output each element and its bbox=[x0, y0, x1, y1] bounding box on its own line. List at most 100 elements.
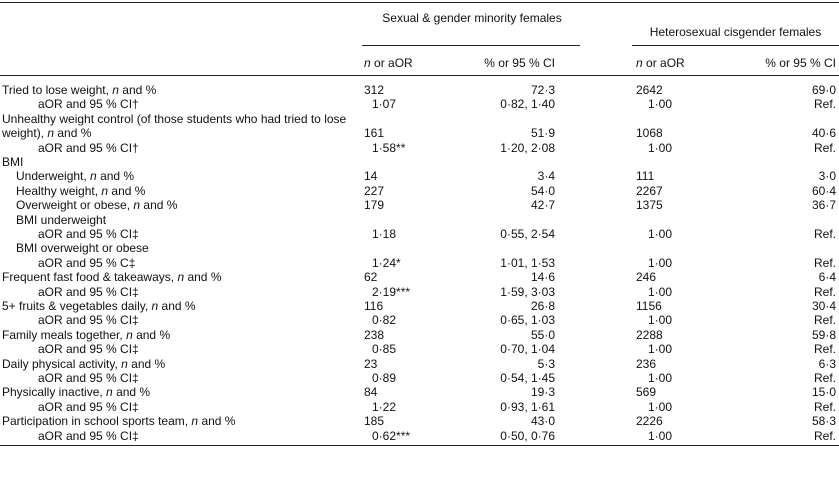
group-rule bbox=[362, 45, 580, 46]
table-cell: 116 bbox=[364, 299, 384, 313]
table-cell: 1·18 bbox=[372, 227, 397, 241]
aor-label: aOR and 95 % CI‡ bbox=[38, 284, 139, 299]
header-rule bbox=[0, 75, 839, 76]
table-cell: 62 bbox=[364, 270, 378, 285]
table-cell: 2226 bbox=[636, 414, 663, 429]
table-cell: 312 bbox=[364, 83, 385, 97]
table-cell: 1·00 bbox=[647, 313, 672, 328]
table-cell: 0·85 bbox=[372, 342, 397, 357]
table-cell: 5·3 bbox=[537, 356, 555, 371]
row-label: Daily physical activity, n and % bbox=[2, 356, 166, 371]
row-label: 5+ fruits & vegetables daily, n and % bbox=[2, 299, 196, 313]
table-cell: 54·0 bbox=[530, 183, 555, 198]
table-cell: 236 bbox=[636, 356, 657, 371]
table-cell: 246 bbox=[636, 270, 657, 285]
table-cell: 40·6 bbox=[811, 126, 836, 141]
table-cell: 1068 bbox=[636, 126, 663, 141]
table-cell: Ref. bbox=[813, 255, 836, 270]
table-cell: 59·8 bbox=[811, 327, 836, 342]
table-cell: 14 bbox=[364, 169, 378, 184]
table-cell: 43·0 bbox=[530, 414, 555, 429]
table-cell: 23 bbox=[364, 356, 378, 371]
table-cell: 42·7 bbox=[530, 198, 555, 213]
table-cell: 14·6 bbox=[530, 270, 555, 285]
table-cell: 2267 bbox=[636, 183, 663, 198]
column-header: % or 95 % CI bbox=[765, 56, 836, 70]
table-cell: 1·00 bbox=[647, 97, 672, 112]
table-cell: 0·93, 1·61 bbox=[500, 399, 555, 414]
table-cell: 0·70, 1·04 bbox=[500, 342, 555, 357]
table-cell: 1·01, 1·53 bbox=[500, 255, 555, 270]
table-cell: 3·0 bbox=[818, 169, 836, 184]
table-cell: 6·3 bbox=[818, 356, 836, 371]
table-cell: 84 bbox=[364, 385, 378, 400]
table-cell: Ref. bbox=[813, 97, 836, 112]
column-header: % or 95 % CI bbox=[484, 56, 555, 70]
aor-label: aOR and 95 % CI‡ bbox=[38, 227, 139, 241]
table-cell: 1·00 bbox=[647, 371, 672, 385]
table-cell: 1·58** bbox=[372, 140, 406, 155]
group-header: Sexual & gender minority females bbox=[382, 11, 562, 25]
table-cell: 1·00 bbox=[647, 428, 672, 443]
table-cell: 0·55, 2·54 bbox=[500, 227, 555, 241]
table-cell: 1·07 bbox=[372, 97, 397, 112]
table-cell: 60·4 bbox=[811, 183, 836, 198]
row-label: Unhealthy weight control (of those stude… bbox=[2, 111, 347, 141]
aor-label: aOR and 95 % CI‡ bbox=[38, 428, 139, 443]
table-cell: 1·59, 3·03 bbox=[500, 284, 555, 299]
aor-label: aOR and 95 % CI‡ bbox=[38, 342, 139, 357]
top-rule bbox=[0, 2, 839, 3]
table-cell: 161 bbox=[364, 126, 385, 141]
aor-label: aOR and 95 % CI† bbox=[38, 97, 139, 112]
table-cell: 238 bbox=[364, 327, 385, 342]
group-header: Heterosexual cisgender females bbox=[649, 25, 822, 39]
table-cell: 0·82 bbox=[372, 313, 397, 328]
table-cell: 1·00 bbox=[647, 284, 672, 299]
table-cell: 58·3 bbox=[811, 414, 836, 429]
table-cell: 227 bbox=[364, 183, 385, 198]
table-cell: 36·7 bbox=[811, 198, 836, 213]
group-rule bbox=[632, 45, 839, 46]
table-cell: 2288 bbox=[636, 327, 663, 342]
table-cell: 1·20, 2·08 bbox=[500, 140, 555, 155]
table-cell: 2·19*** bbox=[372, 284, 411, 299]
table-cell: 1·22 bbox=[372, 399, 397, 414]
table-cell: Ref. bbox=[813, 342, 836, 357]
table-cell: 26·8 bbox=[530, 299, 555, 313]
table-cell: Ref. bbox=[813, 399, 836, 414]
table-cell: 569 bbox=[636, 385, 657, 400]
table-cell: Ref. bbox=[813, 140, 836, 155]
table-cell: 1·00 bbox=[647, 342, 672, 357]
aor-label: aOR and 95 % CI‡ bbox=[38, 313, 139, 328]
row-label: Overweight or obese, n and % bbox=[16, 198, 178, 213]
table-cell: 1·00 bbox=[647, 227, 672, 241]
column-header: n or aOR bbox=[636, 56, 685, 70]
table-cell: 15·0 bbox=[811, 385, 836, 400]
aor-label: aOR and 95 % C‡ bbox=[38, 255, 136, 270]
table-cell: 1·24* bbox=[372, 255, 401, 270]
table-cell: 1·00 bbox=[647, 399, 672, 414]
table-cell: 0·65, 1·03 bbox=[500, 313, 555, 328]
table-cell: 0·89 bbox=[372, 371, 397, 385]
row-label: Frequent fast food & takeaways, n and % bbox=[2, 270, 222, 285]
row-label: Participation in school sports team, n a… bbox=[2, 414, 236, 429]
table-cell: 1156 bbox=[636, 299, 662, 313]
table-cell: 1·00 bbox=[647, 140, 672, 155]
table-cell: 0·50, 0·76 bbox=[500, 428, 555, 443]
row-label: Physically inactive, n and % bbox=[2, 385, 151, 400]
table-cell: 19·3 bbox=[530, 385, 555, 400]
table-cell: 1·00 bbox=[647, 255, 672, 270]
aor-label: aOR and 95 % CI‡ bbox=[38, 371, 139, 385]
aor-label: aOR and 95 % CI† bbox=[38, 140, 139, 155]
table-cell: 0·62*** bbox=[372, 428, 411, 443]
table-cell: 185 bbox=[364, 414, 385, 429]
table-cell: Ref. bbox=[813, 313, 836, 328]
table-cell: 30·4 bbox=[811, 299, 836, 313]
bottom-rule bbox=[0, 445, 839, 446]
column-header: n or aOR bbox=[364, 56, 413, 70]
table-cell: 0·54, 1·45 bbox=[500, 371, 555, 385]
table-cell: Ref. bbox=[813, 284, 836, 299]
table-cell: 69·0 bbox=[811, 83, 836, 97]
table-cell: Ref. bbox=[813, 428, 836, 443]
